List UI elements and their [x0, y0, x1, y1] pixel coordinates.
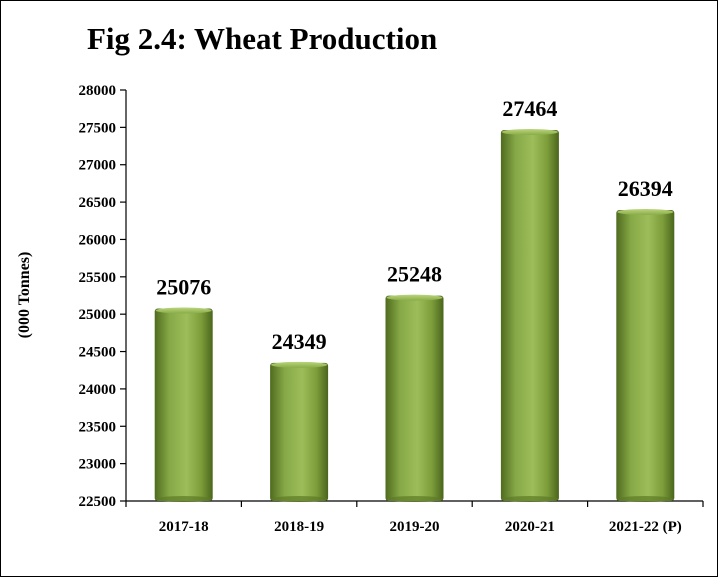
- y-tick-label: 26500: [79, 195, 117, 211]
- y-tick-label: 28000: [79, 83, 117, 99]
- y-axis-label: (000 Tonnes): [16, 252, 33, 339]
- bar-2017-18: [154, 307, 213, 502]
- y-tick-label: 27500: [79, 120, 117, 136]
- data-label: 27464: [502, 96, 557, 121]
- bar: [616, 210, 675, 501]
- bar-cap: [271, 361, 328, 368]
- bar: [385, 295, 444, 501]
- bar-2018-19: [270, 361, 329, 502]
- y-tick-label: 24000: [79, 382, 117, 398]
- bar: [154, 308, 213, 501]
- bar: [500, 130, 559, 501]
- bar-cap: [501, 129, 558, 136]
- y-axis: 22500 23000 23500 24000 24500 25000 25500 26000…: [79, 83, 127, 510]
- bar-2019-20: [385, 294, 444, 502]
- bar-cap: [617, 209, 674, 216]
- y-tick-label: 23500: [79, 419, 117, 435]
- y-tick-label: 25000: [79, 307, 117, 323]
- x-tick-label: 2018-19: [274, 519, 324, 535]
- data-label: 24349: [272, 329, 327, 354]
- bar-2020-21: [500, 129, 559, 502]
- y-tick-label: 23000: [79, 457, 117, 473]
- bar-base: [271, 496, 328, 502]
- bar-base: [386, 496, 443, 502]
- bars: [154, 129, 675, 502]
- y-tick-label: 25500: [79, 270, 117, 286]
- chart-title: Fig 2.4: Wheat Production: [87, 21, 438, 56]
- y-tick-label: 24500: [79, 345, 117, 361]
- bar-base: [617, 496, 674, 502]
- data-label: 26394: [618, 176, 673, 201]
- bar-cap: [386, 294, 443, 301]
- bar-base: [501, 496, 558, 502]
- bar-cap: [155, 307, 212, 314]
- y-tick-label: 27000: [79, 158, 117, 174]
- x-tick-label: 2021-22 (P): [609, 519, 682, 535]
- x-axis: 2017-18 2018-19 2019-20 2020-21 2021-22 (P): [125, 500, 704, 535]
- bar-2021-22: [616, 209, 675, 502]
- x-tick-label: 2020-21: [505, 519, 555, 535]
- data-label: 25248: [387, 262, 442, 287]
- data-labels: 25076 24349 25248 27464 26394: [156, 96, 673, 354]
- y-tick-label: 22500: [79, 494, 117, 510]
- x-tick-label: 2019-20: [390, 519, 440, 535]
- bar-base: [155, 496, 212, 502]
- y-tick-label: 26000: [79, 232, 117, 248]
- data-label: 25076: [156, 275, 211, 300]
- x-tick-label: 2017-18: [159, 519, 209, 535]
- bar: [270, 362, 329, 501]
